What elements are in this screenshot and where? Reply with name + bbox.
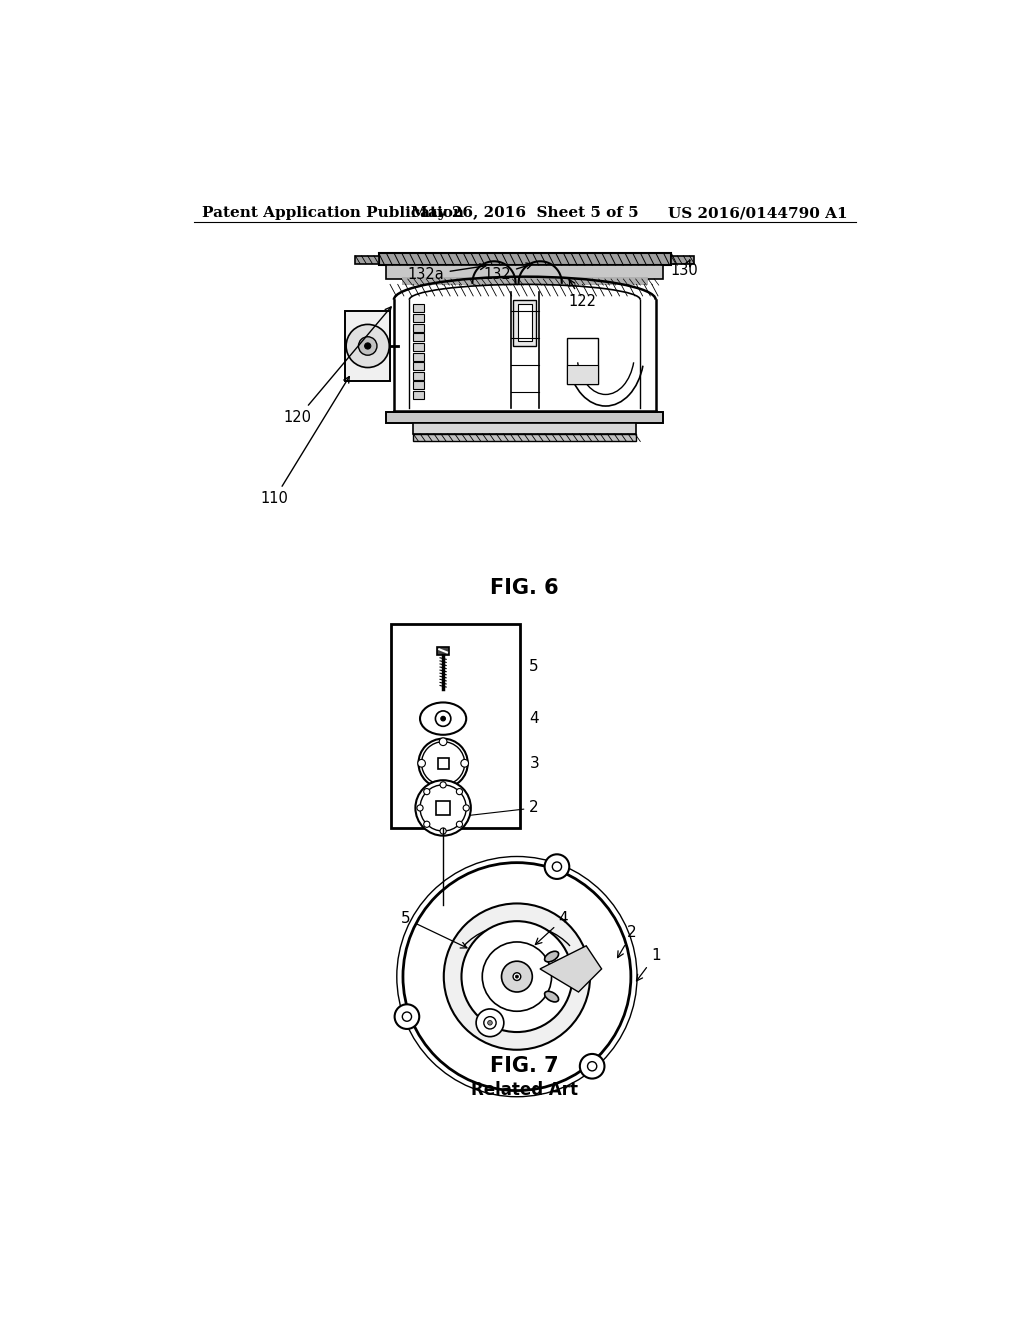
Bar [413, 333, 424, 342]
Circle shape [402, 1012, 412, 1022]
Bar [413, 381, 424, 389]
Bar [413, 314, 424, 322]
Circle shape [545, 854, 569, 879]
Bar [671, 256, 694, 264]
Bar [437, 647, 450, 655]
Circle shape [435, 711, 451, 726]
Circle shape [457, 788, 463, 795]
Bar [379, 253, 671, 265]
Circle shape [358, 337, 377, 355]
Bar [401, 277, 648, 285]
Text: 2: 2 [470, 800, 539, 816]
Circle shape [440, 828, 446, 834]
Circle shape [440, 717, 445, 721]
Text: 3: 3 [529, 756, 539, 771]
Circle shape [424, 788, 430, 795]
Bar [413, 391, 424, 399]
Circle shape [422, 742, 465, 785]
Text: 5: 5 [529, 659, 539, 673]
Bar [436, 801, 451, 814]
Circle shape [476, 1008, 504, 1036]
Circle shape [419, 739, 468, 788]
Bar [386, 265, 664, 279]
Text: Related Art: Related Art [471, 1081, 579, 1100]
Circle shape [462, 921, 572, 1032]
Circle shape [394, 1005, 419, 1030]
Ellipse shape [420, 702, 466, 735]
Bar [567, 338, 598, 384]
Bar [437, 758, 449, 768]
Circle shape [439, 738, 446, 746]
Circle shape [513, 973, 521, 981]
Bar [413, 305, 424, 313]
Text: May 26, 2016  Sheet 5 of 5: May 26, 2016 Sheet 5 of 5 [411, 206, 639, 220]
Circle shape [416, 780, 471, 836]
Circle shape [424, 821, 430, 828]
Bar [345, 312, 390, 380]
Bar [518, 305, 531, 342]
Text: FIG. 7: FIG. 7 [490, 1056, 559, 1076]
Ellipse shape [545, 991, 558, 1002]
Bar [413, 434, 637, 441]
Text: 4: 4 [529, 711, 539, 726]
Text: Patent Application Publication: Patent Application Publication [202, 206, 464, 220]
Circle shape [482, 942, 552, 1011]
Bar [513, 300, 537, 346]
Circle shape [440, 781, 446, 788]
Text: 122: 122 [568, 280, 596, 309]
Bar [413, 352, 424, 360]
Circle shape [418, 759, 425, 767]
Circle shape [515, 975, 518, 978]
Text: 4: 4 [536, 911, 568, 945]
Circle shape [346, 325, 389, 367]
Bar [413, 422, 637, 434]
Text: 5: 5 [400, 911, 467, 948]
Text: 1: 1 [637, 948, 660, 981]
Bar [355, 256, 379, 264]
Circle shape [588, 1061, 597, 1071]
Polygon shape [540, 946, 602, 993]
Circle shape [457, 821, 463, 828]
Circle shape [552, 862, 561, 871]
Circle shape [365, 343, 371, 348]
Circle shape [420, 785, 466, 832]
Circle shape [461, 759, 469, 767]
Text: 130: 130 [671, 260, 698, 279]
Bar [413, 343, 424, 351]
Text: 132: 132 [483, 263, 532, 282]
Text: 2: 2 [617, 925, 637, 957]
Bar [413, 323, 424, 331]
Ellipse shape [545, 952, 558, 962]
Circle shape [487, 1020, 493, 1026]
Circle shape [439, 781, 446, 788]
Circle shape [403, 863, 631, 1090]
Bar [413, 372, 424, 380]
Bar [386, 412, 664, 422]
Text: 120: 120 [284, 308, 391, 425]
Circle shape [443, 903, 590, 1049]
Circle shape [483, 1016, 496, 1030]
Text: US 2016/0144790 A1: US 2016/0144790 A1 [669, 206, 848, 220]
Circle shape [417, 805, 423, 810]
Circle shape [463, 805, 469, 810]
Text: 110: 110 [260, 376, 349, 507]
Circle shape [580, 1053, 604, 1078]
Bar [391, 624, 520, 828]
Bar [413, 362, 424, 370]
Circle shape [502, 961, 532, 993]
Text: 132a: 132a [408, 264, 485, 282]
Bar [567, 366, 598, 384]
Text: FIG. 6: FIG. 6 [490, 578, 559, 598]
